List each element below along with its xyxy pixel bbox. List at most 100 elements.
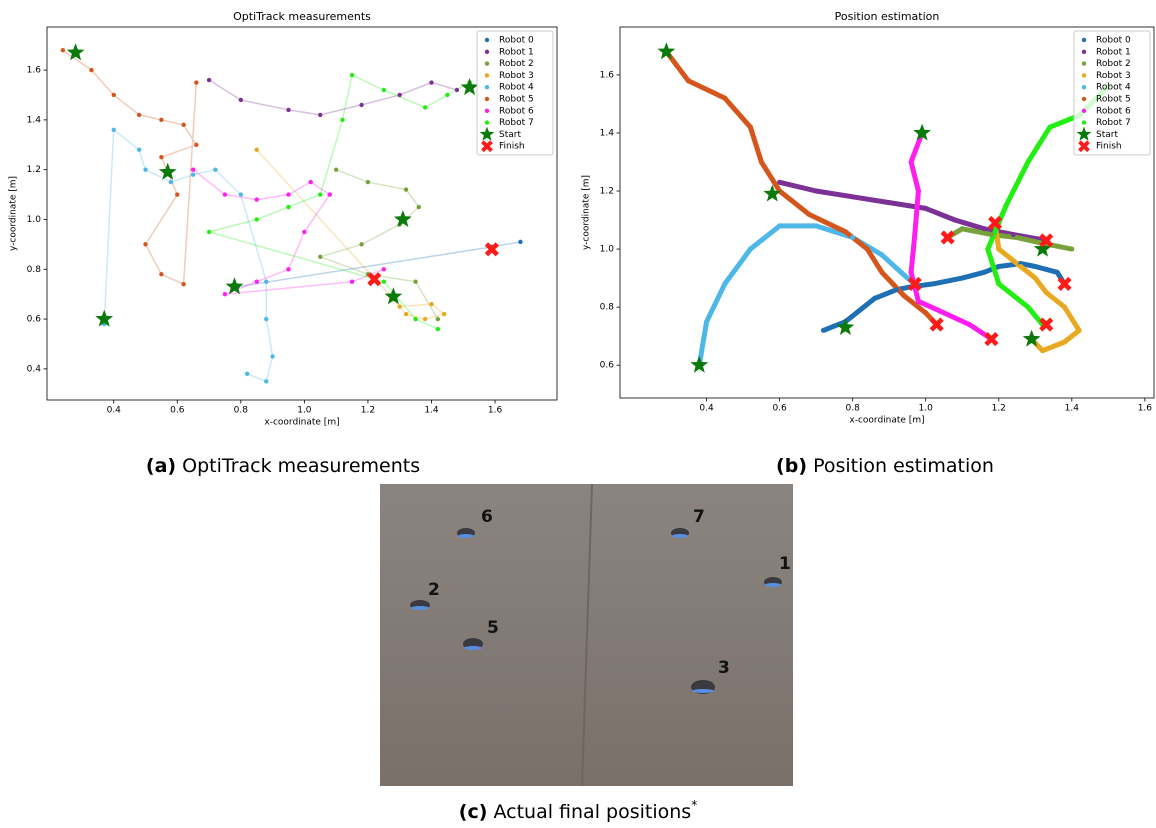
point xyxy=(704,319,709,324)
legend-label: Start xyxy=(1096,130,1118,140)
point xyxy=(518,240,522,244)
legend-label: Robot 7 xyxy=(499,118,534,128)
point xyxy=(382,267,386,271)
point xyxy=(879,252,884,257)
y-tick-label: 1.4 xyxy=(27,115,42,125)
legend-label: Robot 2 xyxy=(499,59,534,69)
y-tick-label: 0.6 xyxy=(600,361,615,371)
x-tick-label: 1.0 xyxy=(297,406,312,416)
legend-label: Finish xyxy=(499,142,525,152)
caption-label: (c) xyxy=(459,801,488,823)
point xyxy=(1015,235,1020,240)
point xyxy=(112,93,116,97)
point xyxy=(255,217,259,221)
point xyxy=(455,88,459,92)
x-axis-label: x-coordinate [m] xyxy=(264,418,339,428)
legend-marker xyxy=(485,109,489,113)
point xyxy=(286,205,290,209)
y-tick-label: 0.6 xyxy=(27,315,42,325)
legend-label: Finish xyxy=(1096,142,1122,152)
point xyxy=(436,317,440,321)
y-tick-label: 0.8 xyxy=(27,265,42,275)
figure: 6 7 1 2 5 3 (a) OptiTrack measurements (… xyxy=(0,0,1156,828)
robot xyxy=(457,528,475,538)
point xyxy=(143,167,147,171)
legend-marker xyxy=(485,85,489,89)
point xyxy=(318,192,322,196)
x-tick-label: 1.4 xyxy=(424,406,439,416)
caption: (b) Position estimation xyxy=(776,455,994,477)
point xyxy=(264,280,268,284)
x-axis-label: x-coordinate [m] xyxy=(849,416,924,426)
legend-label: Robot 4 xyxy=(1096,83,1131,93)
point xyxy=(1062,305,1067,310)
point xyxy=(413,317,417,321)
point xyxy=(175,192,179,196)
x-tick-label: 1.6 xyxy=(488,406,503,416)
point xyxy=(181,282,185,286)
point xyxy=(181,123,185,127)
caption-text: OptiTrack measurements xyxy=(182,455,420,477)
caption-label: (a) xyxy=(146,455,176,477)
point xyxy=(748,125,753,130)
chart: 0.40.60.81.01.21.41.60.60.81.01.21.41.6P… xyxy=(582,10,1155,426)
point xyxy=(872,296,877,301)
point xyxy=(112,128,116,132)
point xyxy=(137,113,141,117)
legend-marker xyxy=(1082,120,1086,124)
y-tick-label: 0.8 xyxy=(600,303,615,313)
legend-marker xyxy=(485,97,489,101)
point xyxy=(429,80,433,84)
point xyxy=(850,194,855,199)
point xyxy=(916,299,921,304)
point xyxy=(359,103,363,107)
x-tick-label: 0.4 xyxy=(699,404,714,414)
point xyxy=(350,73,354,77)
point xyxy=(239,98,243,102)
point xyxy=(143,242,147,246)
point xyxy=(137,148,141,152)
point xyxy=(61,48,65,52)
point xyxy=(759,159,764,164)
robot xyxy=(764,577,782,587)
point xyxy=(302,230,306,234)
point xyxy=(879,270,884,275)
point xyxy=(309,180,313,184)
point xyxy=(931,281,936,286)
legend-label: Robot 7 xyxy=(1096,118,1131,128)
point xyxy=(814,189,819,194)
legend-marker xyxy=(1082,73,1086,77)
legend-label: Robot 1 xyxy=(499,47,534,57)
photo: 6 7 1 2 5 3 xyxy=(380,484,793,786)
point xyxy=(1047,125,1052,130)
legend-marker xyxy=(485,50,489,54)
point xyxy=(1044,290,1049,295)
point xyxy=(850,235,855,240)
point xyxy=(423,105,427,109)
point xyxy=(382,88,386,92)
point xyxy=(191,172,195,176)
y-tick-label: 0.4 xyxy=(27,364,42,374)
point xyxy=(89,68,93,72)
point xyxy=(159,155,163,159)
legend-marker xyxy=(485,61,489,65)
point xyxy=(806,212,811,217)
point xyxy=(445,93,449,97)
legend-label: Robot 5 xyxy=(499,95,534,105)
legend-marker xyxy=(1082,85,1086,89)
x-tick-label: 1.0 xyxy=(919,404,934,414)
legend-label: Robot 0 xyxy=(1096,36,1131,46)
legend-label: Robot 1 xyxy=(1096,47,1131,57)
point xyxy=(909,270,914,275)
legend-label: Robot 4 xyxy=(499,83,534,93)
point xyxy=(901,293,906,298)
point xyxy=(169,180,173,184)
point xyxy=(777,223,782,228)
point xyxy=(417,205,421,209)
point xyxy=(777,180,782,185)
point xyxy=(996,264,1001,269)
robot xyxy=(410,600,430,610)
point xyxy=(814,223,819,228)
point xyxy=(366,180,370,184)
robot-label: 7 xyxy=(693,507,705,527)
